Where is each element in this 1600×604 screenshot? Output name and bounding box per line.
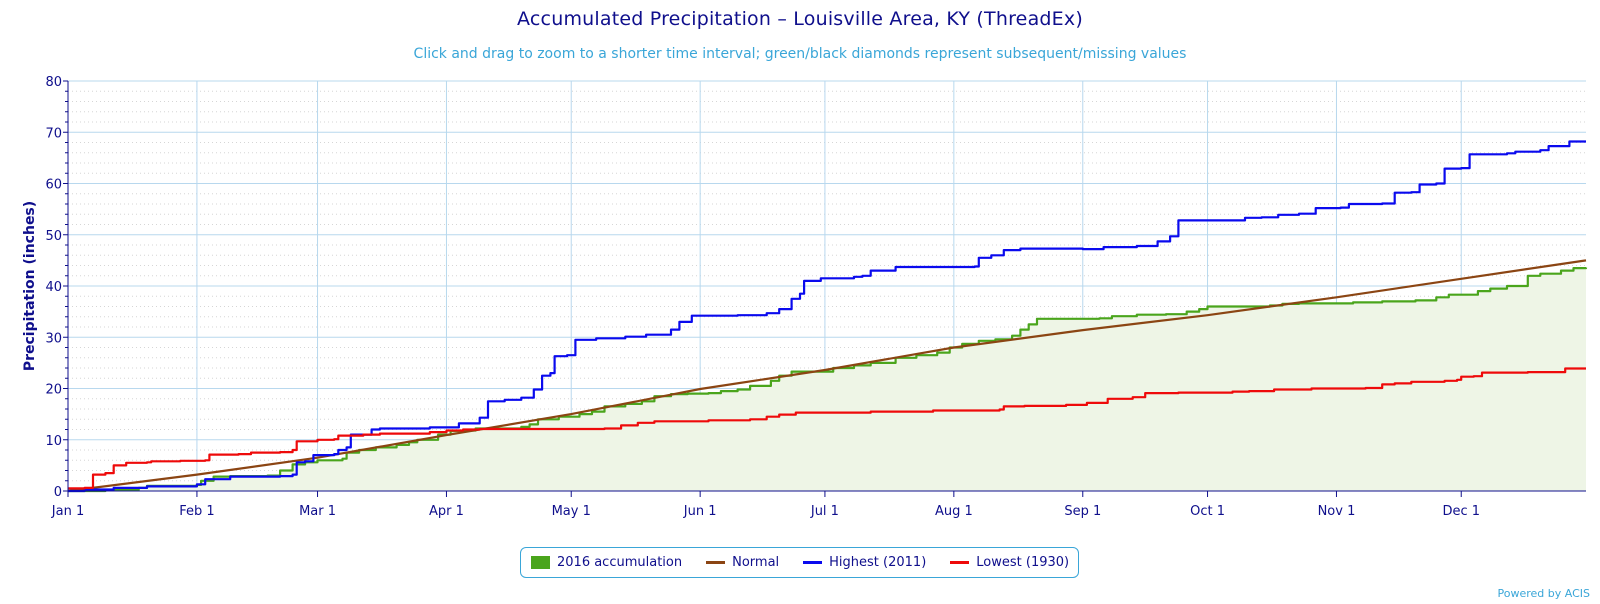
- credit-link[interactable]: Powered by ACIS: [1497, 587, 1591, 600]
- y-tick-label: 50: [45, 229, 62, 244]
- x-tick-label: Dec 1: [1442, 504, 1480, 519]
- legend-swatch: [706, 561, 726, 564]
- legend-item-highest[interactable]: Highest (2011): [803, 555, 926, 570]
- x-tick-label: Feb 1: [179, 504, 214, 519]
- x-tick-label: Mar 1: [299, 504, 336, 519]
- x-tick-label: Jul 1: [810, 504, 839, 519]
- legend-label: Lowest (1930): [976, 555, 1070, 570]
- highest-2011-line: [68, 140, 1586, 493]
- legend-label: 2016 accumulation: [557, 555, 683, 570]
- x-tick-label: Jun 1: [683, 504, 717, 519]
- y-tick-label: 40: [45, 280, 62, 295]
- y-axis-title: Precipitation (inches): [22, 201, 38, 371]
- legend-item-accumulation[interactable]: 2016 accumulation: [531, 555, 682, 570]
- legend-item-normal[interactable]: Normal: [706, 555, 779, 570]
- normal-line: [67, 259, 1587, 493]
- y-tick-label: 30: [45, 331, 62, 346]
- legend-item-lowest[interactable]: Lowest (1930): [950, 555, 1069, 570]
- x-tick-label: Oct 1: [1190, 504, 1225, 519]
- y-tick-label: 10: [45, 434, 62, 449]
- x-tick-label: Sep 1: [1064, 504, 1101, 519]
- legend-label: Normal: [732, 555, 780, 570]
- accumulation-2016-area: [68, 267, 1586, 491]
- legend-swatch: [803, 561, 823, 564]
- legend: 2016 accumulation Normal Highest (2011) …: [520, 547, 1079, 578]
- y-tick-label: 0: [54, 485, 62, 500]
- chart-subtitle: Click and drag to zoom to a shorter time…: [413, 46, 1187, 62]
- axes: 0 10 20 30 40 50 60 70 80 Jan 1 Feb 1 Mar 1 Apr 1 May…: [22, 75, 1586, 519]
- lowest-1930-line: [68, 367, 1586, 490]
- series-group: [67, 140, 1588, 493]
- x-tick-label: Aug 1: [935, 504, 973, 519]
- chart-title: Accumulated Precipitation – Louisville A…: [517, 8, 1083, 30]
- x-tick-label: Nov 1: [1318, 504, 1356, 519]
- y-tick-label: 80: [45, 75, 62, 90]
- y-tick-label: 60: [45, 178, 62, 193]
- x-tick-label: Jan 1: [51, 504, 84, 519]
- y-tick-label: 20: [45, 383, 62, 398]
- accumulation-2016-line: [68, 267, 1588, 493]
- y-tick-label: 70: [45, 126, 62, 141]
- legend-label: Highest (2011): [829, 555, 927, 570]
- legend-swatch: [531, 556, 550, 569]
- legend-swatch: [950, 561, 970, 564]
- x-tick-label: May 1: [552, 504, 591, 519]
- x-tick-label: Apr 1: [429, 504, 464, 519]
